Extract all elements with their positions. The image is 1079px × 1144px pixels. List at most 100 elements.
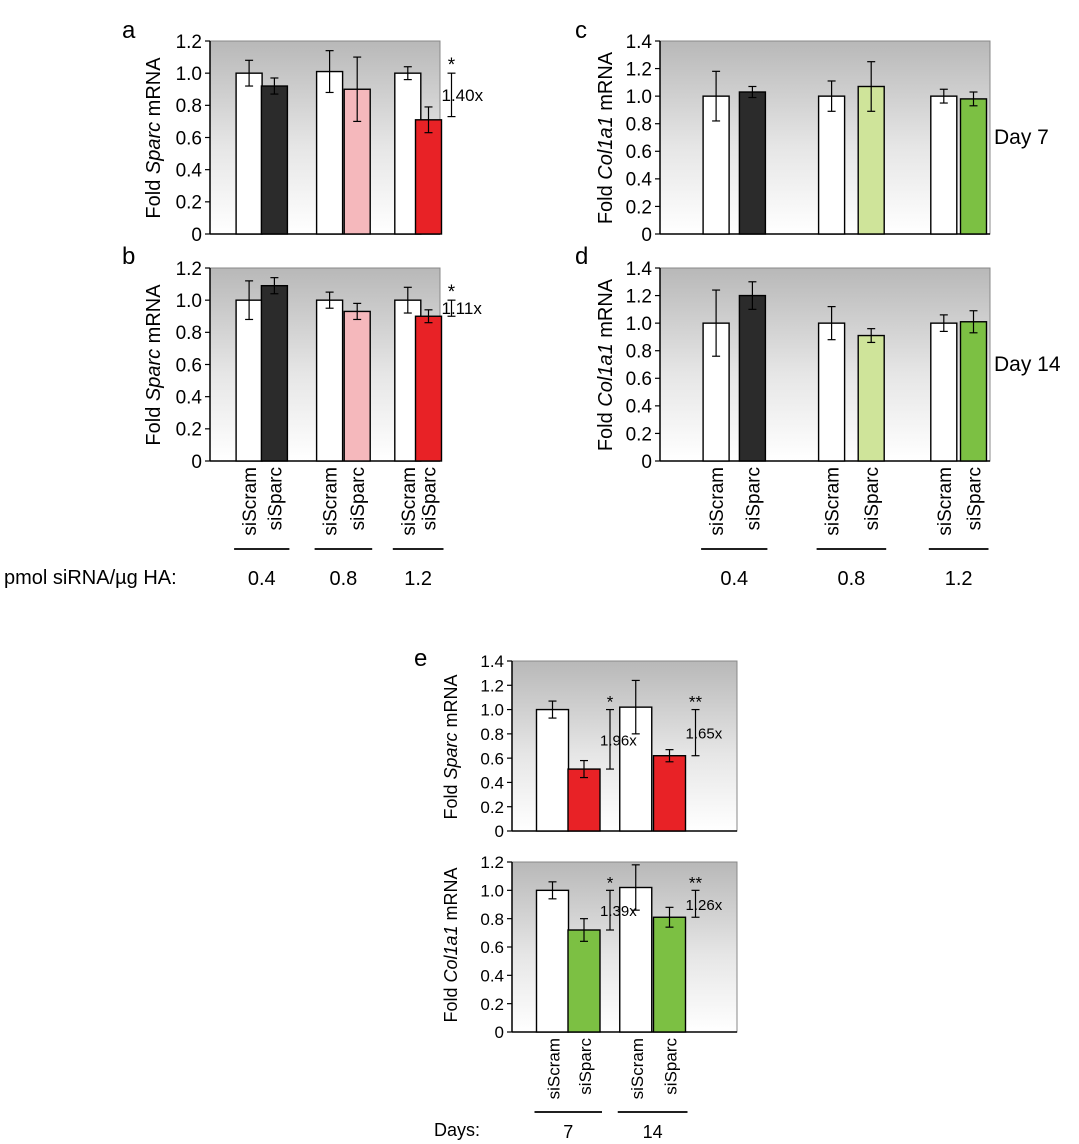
y-tick-label: 0.4 — [176, 388, 203, 409]
y-tick-label: 1.2 — [626, 286, 652, 307]
bar — [857, 334, 885, 462]
y-tick-label: 0 — [641, 452, 652, 473]
y-tick-label: 0.6 — [176, 128, 202, 149]
x-tick-label: siSparc — [420, 467, 441, 530]
chart-panel-c: 0 0.2 0.4 0.6 0.8 1.0 1.2 1.4 Fold Col1a1 mRNA c — [575, 17, 991, 246]
chart-panel-d: 0 0.2 0.4 0.6 0.8 1.0 1.2 1.4 Fold Col1a1 mRNA d s… — [575, 243, 991, 590]
bar — [959, 98, 988, 235]
y-tick-label: 0 — [495, 1023, 504, 1042]
y-tick-label: 1.2 — [176, 259, 202, 280]
bar — [235, 299, 263, 462]
y-tick-label: 0.6 — [480, 749, 504, 768]
group-label: 7 — [563, 1122, 573, 1142]
y-tick-label: 1.4 — [480, 652, 504, 671]
y-tick-label: 1.0 — [626, 87, 652, 108]
y-tick-label: 0.4 — [626, 397, 653, 418]
bar — [535, 889, 570, 1033]
y-tick-label: 0.2 — [176, 193, 202, 214]
chart-panel-e2: 0 0.2 0.4 0.6 0.8 1.0 1.2 Fold Col1a1 mRNA * 1.39… — [441, 853, 738, 1142]
y-tick-label: 0.6 — [176, 355, 202, 376]
panel-label: b — [122, 243, 135, 270]
bar — [930, 322, 958, 462]
bar — [619, 886, 653, 1033]
bar — [959, 321, 988, 462]
significance-star: * — [448, 55, 456, 76]
y-tick-label: 1.4 — [626, 259, 653, 280]
bar — [817, 322, 846, 462]
y-tick-label: 0 — [191, 452, 202, 473]
fold-change-label: 1.96x — [600, 732, 637, 749]
y-tick-label: 0.8 — [176, 96, 202, 117]
y-tick-label: 0.4 — [480, 774, 504, 793]
bar — [738, 91, 767, 235]
y-tick-label: 1.0 — [626, 314, 652, 335]
y-tick-label: 0.2 — [626, 424, 652, 445]
x-tick-label: siScram — [399, 467, 420, 536]
y-tick-label: 0.6 — [626, 142, 652, 163]
chart-panel-b: 0 0.2 0.4 0.6 0.8 1.0 1.2 Fold Sparc mRNA b *1.11… — [122, 243, 482, 590]
y-tick-label: 1.2 — [480, 676, 504, 695]
group-label: 1.2 — [404, 568, 432, 590]
day-7-label: Day 7 — [994, 126, 1049, 149]
significance-star: ** — [689, 873, 703, 892]
y-tick-label: 0.8 — [626, 342, 652, 363]
y-tick-label: 1.2 — [176, 32, 202, 53]
x-tick-label: siSparc — [662, 1038, 681, 1095]
x-tick-label: siSparc — [743, 467, 764, 530]
x-tick-label: siScram — [707, 467, 728, 536]
x-tick-label: siSparc — [965, 467, 986, 530]
y-tick-label: 0 — [191, 225, 202, 246]
y-tick-label: 1.0 — [176, 64, 202, 85]
y-tick-label: 0.2 — [176, 420, 202, 441]
bar — [817, 95, 846, 235]
y-axis-label: Fold Sparc mRNA — [441, 674, 461, 819]
bar — [652, 755, 687, 832]
y-tick-label: 1.2 — [480, 853, 504, 872]
y-tick-label: 0.8 — [480, 725, 504, 744]
x-tick-label: siScram — [823, 467, 844, 536]
bar — [343, 310, 371, 462]
x-tick-label: siScram — [935, 467, 956, 536]
group-label: 0.4 — [248, 568, 276, 590]
bar — [315, 70, 344, 235]
y-tick-label: 1.0 — [480, 881, 504, 900]
bar — [567, 768, 601, 832]
y-tick-label: 0 — [495, 822, 504, 841]
panel-label: e — [414, 645, 427, 672]
y-tick-label: 1.2 — [626, 59, 652, 80]
y-tick-label: 0.6 — [480, 938, 504, 957]
x-tick-label: siSparc — [265, 467, 286, 530]
y-axis-label: Fold Col1a1 mRNA — [595, 51, 617, 224]
y-axis-label: Fold Sparc mRNA — [143, 284, 165, 446]
group-label: 14 — [643, 1122, 663, 1142]
bar — [535, 708, 570, 832]
fold-change-label: 1.11x — [442, 299, 483, 318]
significance-star: * — [448, 282, 456, 303]
bar — [567, 929, 601, 1033]
y-tick-label: 0.2 — [480, 995, 504, 1014]
significance-star: * — [607, 693, 614, 712]
y-tick-label: 0.2 — [480, 798, 504, 817]
x-tick-label: siScram — [628, 1038, 647, 1099]
y-tick-label: 0.8 — [626, 115, 652, 136]
y-axis-label: Fold Col1a1 mRNA — [441, 867, 461, 1022]
y-axis-label: Fold Sparc mRNA — [143, 57, 165, 219]
bar — [414, 119, 443, 235]
x-tick-label: siSparc — [348, 467, 369, 530]
y-tick-label: 0.6 — [626, 369, 652, 390]
y-tick-label: 0.4 — [626, 170, 653, 191]
y-tick-label: 0.4 — [176, 161, 203, 182]
bar — [260, 284, 289, 462]
chart-panel-e1: 0 0.2 0.4 0.6 0.8 1.0 1.2 1.4 Fold Sparc mRNA e * 1… — [414, 645, 738, 841]
group-axis-label-e: Days: — [434, 1120, 480, 1140]
group-label: 0.4 — [720, 568, 748, 590]
fold-change-label: 1.39x — [600, 903, 637, 920]
x-tick-label: siScram — [321, 467, 342, 536]
y-tick-label: 0.4 — [480, 966, 504, 985]
y-axis-label: Fold Col1a1 mRNA — [595, 278, 617, 451]
bar — [930, 95, 958, 235]
bar — [315, 299, 344, 462]
x-tick-label: siSparc — [862, 467, 883, 530]
fold-change-label: 1.26x — [686, 897, 723, 914]
